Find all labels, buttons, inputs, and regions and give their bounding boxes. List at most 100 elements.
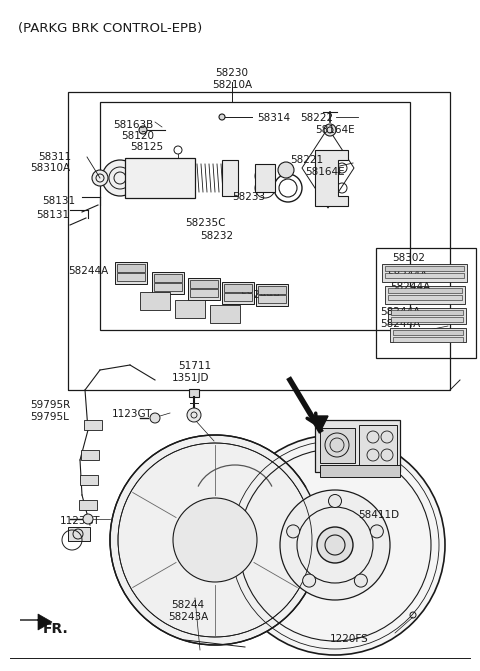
Bar (140, 292, 170, 310)
Bar (359, 425, 397, 467)
Text: 58243A: 58243A (168, 612, 208, 622)
Circle shape (324, 124, 336, 136)
Text: 58120: 58120 (121, 131, 154, 141)
Bar (175, 300, 205, 318)
Text: 58244A: 58244A (380, 307, 420, 317)
Bar (391, 310, 463, 315)
Circle shape (173, 498, 257, 582)
Circle shape (139, 126, 147, 134)
Text: 58302: 58302 (392, 253, 425, 263)
Bar (393, 330, 463, 335)
Bar (100, 102, 410, 330)
Text: 58210A: 58210A (212, 80, 252, 90)
Text: (PARKG BRK CONTROL-EPB): (PARKG BRK CONTROL-EPB) (18, 22, 202, 35)
Bar (320, 465, 400, 477)
Bar (222, 160, 238, 196)
Bar (154, 274, 182, 282)
Bar (258, 286, 286, 294)
Text: 58411D: 58411D (358, 510, 399, 520)
Bar (68, 92, 450, 390)
Bar (152, 272, 184, 294)
Text: 58164E: 58164E (315, 125, 355, 135)
Bar (190, 280, 218, 288)
Circle shape (187, 408, 201, 422)
Text: 58125: 58125 (130, 142, 163, 152)
Bar (125, 158, 195, 198)
Circle shape (219, 114, 225, 120)
Circle shape (110, 435, 320, 645)
Text: 58131: 58131 (36, 210, 69, 220)
Text: FR.: FR. (43, 622, 69, 636)
Bar (80, 475, 98, 485)
Polygon shape (20, 614, 52, 630)
Bar (117, 273, 145, 281)
Text: 59795L: 59795L (30, 412, 69, 422)
Circle shape (302, 574, 316, 587)
Circle shape (317, 527, 353, 563)
Text: 58244A: 58244A (390, 282, 430, 292)
Bar (190, 289, 218, 297)
Text: 58222: 58222 (300, 113, 333, 123)
Bar (256, 284, 288, 306)
Text: 58233: 58233 (232, 192, 265, 202)
Text: 58244: 58244 (171, 600, 204, 610)
Text: 58244A: 58244A (68, 266, 108, 276)
Bar (79, 500, 97, 510)
Bar (320, 428, 355, 463)
Bar (382, 264, 467, 282)
Text: 58311: 58311 (38, 152, 71, 162)
Bar (388, 288, 462, 293)
Text: 58232: 58232 (200, 231, 233, 241)
Circle shape (287, 525, 300, 538)
Circle shape (102, 160, 138, 196)
Bar (117, 264, 145, 272)
Bar (68, 527, 90, 541)
Text: 51711: 51711 (178, 361, 211, 371)
Text: 1220FS: 1220FS (330, 634, 369, 644)
Text: 58131: 58131 (42, 196, 75, 206)
Circle shape (371, 525, 384, 538)
Bar (391, 317, 463, 322)
Circle shape (354, 574, 367, 587)
Text: 58314: 58314 (257, 113, 290, 123)
Bar (376, 248, 476, 358)
Text: 1123GT: 1123GT (112, 409, 153, 419)
Circle shape (278, 162, 294, 178)
Polygon shape (312, 416, 328, 432)
Bar (390, 328, 466, 342)
Bar (224, 293, 252, 301)
Bar (115, 262, 147, 284)
Text: 58221: 58221 (290, 155, 323, 165)
Text: 58230: 58230 (216, 68, 249, 78)
Bar (154, 283, 182, 291)
Bar (81, 450, 99, 460)
Text: 59795R: 59795R (30, 400, 70, 410)
Bar (388, 308, 466, 324)
Circle shape (92, 170, 108, 186)
Polygon shape (315, 150, 348, 206)
Bar (315, 420, 400, 472)
Bar (224, 284, 252, 292)
Circle shape (83, 514, 93, 524)
Bar (188, 278, 220, 300)
Circle shape (328, 495, 341, 507)
Text: 58164E: 58164E (305, 167, 345, 177)
Text: 58244A: 58244A (380, 319, 420, 329)
Text: 1351JD: 1351JD (172, 373, 209, 383)
Circle shape (280, 490, 390, 600)
Text: 1123GT: 1123GT (60, 516, 100, 526)
Bar (84, 420, 102, 430)
Circle shape (225, 435, 445, 655)
Bar (385, 266, 464, 271)
Bar (255, 164, 275, 192)
Text: 58310A: 58310A (30, 163, 70, 173)
Circle shape (319, 174, 331, 186)
Bar (222, 282, 254, 304)
Text: 58235C: 58235C (185, 218, 226, 228)
Bar (210, 305, 240, 323)
Bar (388, 295, 462, 300)
Bar (189, 389, 199, 397)
Circle shape (150, 413, 160, 423)
Bar (385, 286, 465, 304)
Bar (258, 295, 286, 303)
